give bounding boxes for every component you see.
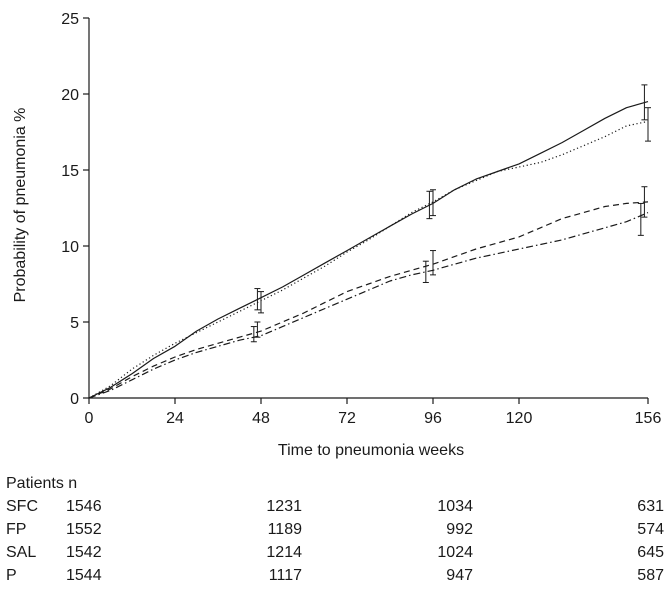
x-tick-label: 48 [252, 410, 270, 427]
error-bar [422, 260, 429, 283]
x-tick-label: 0 [85, 410, 94, 427]
series-line-dashdot [88, 212, 649, 399]
x-tick-label: 156 [635, 410, 662, 427]
error-bar [645, 107, 651, 142]
x-tick-label: 72 [338, 410, 356, 427]
x-tick-label: 24 [166, 410, 184, 427]
y-tick-label: 25 [61, 11, 79, 28]
error-bar [641, 186, 648, 218]
y-tick-label: 20 [61, 87, 79, 104]
series-line-dotted [88, 120, 649, 399]
y-tick-label: 5 [70, 315, 79, 332]
error-bar [430, 189, 436, 217]
error-bar [250, 326, 257, 343]
x-tick-label: 96 [424, 410, 442, 427]
y-tick-label: 10 [61, 239, 79, 256]
error-bar [641, 84, 648, 121]
error-bar [254, 321, 261, 338]
y-tick-label: 0 [70, 391, 79, 408]
y-tick-label: 15 [61, 163, 79, 180]
series-line-solid [88, 101, 649, 399]
y-axis-title: Probability of pneumonia % [12, 108, 29, 303]
series-line-dashed [88, 201, 649, 399]
series-layer [88, 84, 651, 399]
error-bar [254, 288, 261, 311]
axes: 0 24 48 72 96 120 156 0 5 10 15 20 25 [61, 11, 661, 427]
x-tick-label: 120 [506, 410, 533, 427]
error-bar [637, 202, 644, 236]
error-bar [258, 291, 264, 314]
x-axis-title: Time to pneumonia weeks [278, 442, 464, 459]
error-bar [426, 190, 433, 220]
